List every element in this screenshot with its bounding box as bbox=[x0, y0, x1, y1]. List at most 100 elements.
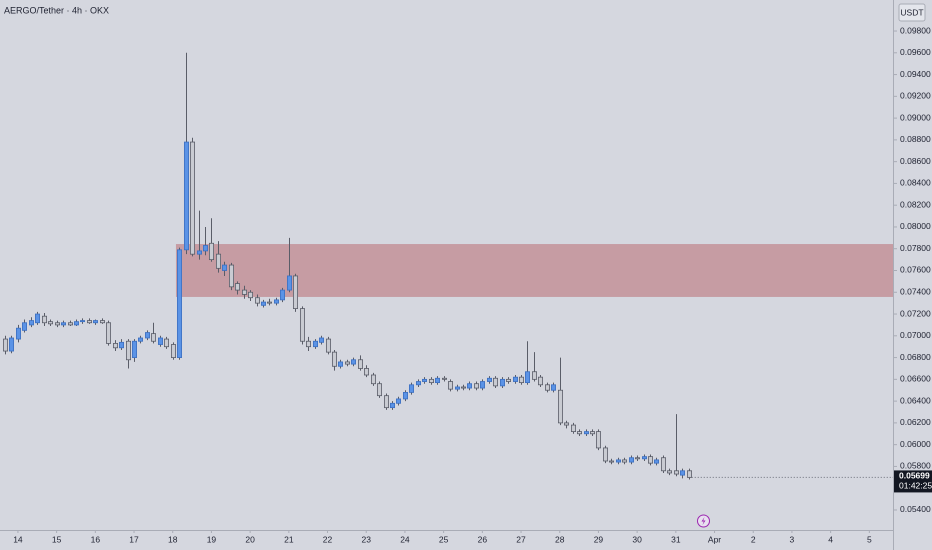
candle-body bbox=[441, 377, 447, 380]
candle-body bbox=[622, 459, 628, 463]
candle-body bbox=[667, 470, 673, 474]
x-tick-label: 31 bbox=[671, 534, 681, 544]
y-tick-label: 0.07400 bbox=[900, 287, 931, 297]
candle-body bbox=[519, 376, 525, 384]
candle-body bbox=[538, 376, 544, 386]
x-tick-label: 29 bbox=[594, 534, 604, 544]
candle-body bbox=[254, 297, 260, 304]
candle-body bbox=[492, 377, 498, 387]
candle-body bbox=[299, 308, 305, 342]
candle-body bbox=[499, 378, 505, 387]
candle-body bbox=[215, 253, 221, 269]
candle-body bbox=[486, 377, 492, 382]
last-price-tag bbox=[894, 470, 932, 493]
candle-body bbox=[113, 343, 119, 349]
candle-body bbox=[648, 456, 654, 464]
candle-body bbox=[3, 338, 8, 352]
candle-body bbox=[428, 378, 434, 384]
y-tick-label: 0.07600 bbox=[900, 265, 931, 275]
candle-body bbox=[312, 340, 318, 348]
candle-body bbox=[513, 376, 519, 382]
y-tick-label: 0.07800 bbox=[900, 243, 931, 253]
candle-body bbox=[150, 333, 156, 342]
candle-body bbox=[350, 359, 356, 365]
x-tick-label: 21 bbox=[284, 534, 294, 544]
candle-body bbox=[305, 340, 311, 348]
x-tick-label: Apr bbox=[708, 534, 721, 544]
candle-body bbox=[48, 321, 54, 325]
x-tick-label: 23 bbox=[361, 534, 371, 544]
candle-body bbox=[163, 338, 169, 348]
y-tick-label: 0.09800 bbox=[900, 25, 931, 35]
x-tick-label: 5 bbox=[867, 534, 872, 544]
candle-body bbox=[629, 457, 635, 463]
candle-body bbox=[137, 337, 143, 342]
candle-body bbox=[131, 340, 137, 358]
candle-body bbox=[55, 322, 61, 326]
candle-body bbox=[551, 384, 557, 391]
x-tick-label: 18 bbox=[168, 534, 178, 544]
y-tick-label: 0.06800 bbox=[900, 352, 931, 362]
candle-body bbox=[466, 383, 472, 389]
candle-body bbox=[119, 341, 125, 349]
candle-body bbox=[331, 351, 337, 367]
candle-body bbox=[144, 332, 150, 339]
candle-body bbox=[286, 275, 292, 291]
candle-body bbox=[93, 320, 99, 324]
candle-body bbox=[157, 337, 163, 345]
candle-body bbox=[189, 141, 195, 255]
candle-body bbox=[196, 250, 202, 255]
candle-body bbox=[421, 378, 427, 382]
y-tick-label: 0.06600 bbox=[900, 374, 931, 384]
candle-body bbox=[616, 459, 622, 463]
x-tick-label: 16 bbox=[91, 534, 101, 544]
candle-body bbox=[15, 327, 21, 340]
candle-body bbox=[318, 337, 324, 343]
y-tick-label: 0.06400 bbox=[900, 395, 931, 405]
candle-body bbox=[447, 381, 453, 390]
y-tick-label: 0.08200 bbox=[900, 199, 931, 209]
candle-body bbox=[126, 340, 132, 361]
candle-body bbox=[260, 301, 266, 306]
x-tick-label: 27 bbox=[516, 534, 526, 544]
candle-body bbox=[228, 264, 234, 288]
x-tick-label: 30 bbox=[632, 534, 642, 544]
candle-body bbox=[395, 398, 401, 404]
countdown-label: 01:42:25 bbox=[899, 481, 932, 491]
x-tick-label: 3 bbox=[790, 534, 795, 544]
candle-body bbox=[383, 395, 389, 409]
x-tick-label: 24 bbox=[400, 534, 410, 544]
candle-body bbox=[415, 381, 421, 386]
candle-body bbox=[42, 315, 48, 324]
y-tick-label: 0.08000 bbox=[900, 221, 931, 231]
y-tick-label: 0.06200 bbox=[900, 417, 931, 427]
last-price-label: 0.05699 bbox=[899, 471, 930, 481]
y-tick-label: 0.07200 bbox=[900, 308, 931, 318]
candle-body bbox=[402, 392, 408, 400]
candle-body bbox=[202, 245, 208, 252]
candle-body bbox=[221, 264, 227, 271]
candle-body bbox=[558, 389, 564, 424]
y-tick-label: 0.05400 bbox=[900, 504, 931, 514]
candle-body bbox=[590, 431, 596, 435]
x-tick-label: 19 bbox=[207, 534, 217, 544]
candle-body bbox=[266, 301, 272, 304]
candle-body bbox=[680, 470, 686, 476]
candle-body bbox=[247, 291, 253, 299]
candle-body bbox=[279, 289, 285, 301]
event-icon-glyph bbox=[701, 517, 706, 525]
candle-body bbox=[21, 322, 27, 331]
candle-body bbox=[376, 383, 382, 397]
y-tick-label: 0.07000 bbox=[900, 330, 931, 340]
y-tick-label: 0.06000 bbox=[900, 439, 931, 449]
candle-body bbox=[176, 249, 182, 358]
x-tick-label: 14 bbox=[13, 534, 23, 544]
candle-body bbox=[571, 424, 577, 432]
x-tick-label: 15 bbox=[52, 534, 62, 544]
candle-body bbox=[35, 313, 41, 324]
y-tick-label: 0.09600 bbox=[900, 47, 931, 57]
currency-button[interactable] bbox=[898, 3, 926, 22]
